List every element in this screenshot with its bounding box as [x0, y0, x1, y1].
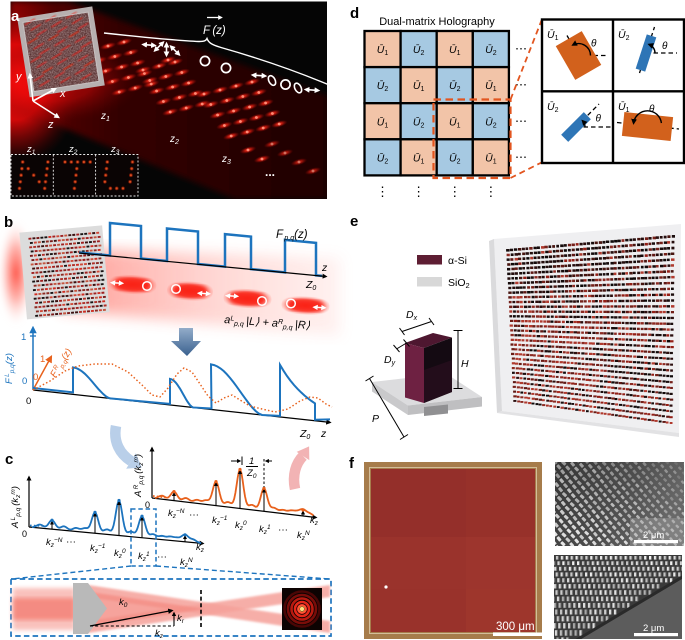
svg-text:Ū1: Ū1 — [377, 44, 389, 57]
svg-text:1: 1 — [21, 332, 26, 343]
svg-text:Ū2: Ū2 — [485, 116, 497, 129]
svg-text:⋯: ⋯ — [515, 78, 527, 92]
svg-text:Ū2: Ū2 — [547, 101, 559, 114]
svg-text:Ū2: Ū2 — [485, 44, 497, 57]
svg-text:Ū2: Ū2 — [449, 80, 461, 93]
svg-text:Ū1: Ū1 — [413, 152, 425, 165]
svg-text:Ū1: Ū1 — [413, 80, 425, 93]
svg-text:⋯: ⋯ — [515, 150, 527, 164]
svg-text:θ: θ — [591, 39, 597, 50]
svg-text:1: 1 — [40, 354, 45, 365]
svg-text:⋮: ⋮ — [412, 184, 425, 199]
svg-text:kz−1: kz−1 — [212, 515, 228, 527]
svg-text:kz0: kz0 — [114, 548, 126, 560]
svg-text:a: a — [11, 8, 20, 25]
svg-text:d: d — [350, 5, 359, 22]
svg-text:k0: k0 — [119, 597, 128, 609]
svg-text:⋯: ⋯ — [515, 114, 527, 128]
svg-text:2 μm: 2 μm — [643, 530, 664, 541]
svg-text:Ū1: Ū1 — [377, 116, 389, 129]
svg-text:Ū2: Ū2 — [449, 152, 461, 165]
svg-text:300 μm: 300 μm — [496, 621, 535, 633]
svg-text:z1: z1 — [100, 111, 110, 123]
svg-text:0: 0 — [145, 500, 150, 510]
svg-text:Ū1: Ū1 — [449, 116, 461, 129]
svg-text:Ū1: Ū1 — [449, 44, 461, 57]
svg-text:F (z): F (z) — [203, 25, 226, 37]
svg-text:kz: kz — [155, 628, 164, 640]
svg-text:kz0: kz0 — [235, 520, 247, 532]
svg-text:SiO2: SiO2 — [448, 277, 470, 290]
svg-text:0: 0 — [33, 372, 38, 383]
svg-text:θ: θ — [649, 104, 655, 115]
svg-text:z2: z2 — [68, 144, 78, 156]
svg-text:H: H — [461, 358, 469, 370]
svg-text:⋯: ⋯ — [189, 510, 199, 521]
svg-text:Ū1: Ū1 — [618, 101, 630, 114]
svg-text:kzN: kzN — [180, 557, 193, 569]
svg-text:kz: kz — [196, 542, 205, 554]
svg-text:A Rp,q (kzm): A Rp,q (kzm) — [133, 454, 145, 498]
svg-text:z: z — [47, 119, 54, 131]
svg-text:⋮: ⋮ — [376, 184, 389, 199]
svg-text:z1: z1 — [26, 144, 36, 156]
svg-text:Dy: Dy — [384, 354, 396, 367]
svg-text:⋮: ⋮ — [484, 184, 497, 199]
svg-text:Dx: Dx — [406, 309, 418, 322]
svg-text:z3: z3 — [110, 144, 120, 156]
svg-text:Ū2: Ū2 — [413, 44, 425, 57]
svg-text:...: ... — [265, 165, 275, 179]
svg-text:⋯: ⋯ — [157, 552, 167, 563]
svg-text:kz−1: kz−1 — [90, 543, 106, 555]
svg-text:kzN: kzN — [297, 530, 310, 542]
svg-text:θ: θ — [596, 114, 602, 125]
svg-text:Ū2: Ū2 — [413, 116, 425, 129]
svg-text:x: x — [59, 88, 66, 100]
svg-text:f: f — [349, 455, 355, 472]
svg-text:Z0: Z0 — [299, 428, 310, 441]
svg-text:z: z — [321, 262, 328, 274]
svg-text:1: 1 — [249, 456, 254, 467]
svg-text:A Lp,q (kzm): A Lp,q (kzm) — [10, 486, 22, 529]
svg-text:Z0: Z0 — [246, 468, 257, 480]
svg-text:e: e — [350, 213, 358, 230]
svg-text:kr: kr — [177, 613, 185, 625]
svg-text:Ū1: Ū1 — [547, 29, 559, 42]
svg-text:0: 0 — [22, 529, 27, 539]
svg-text:kz1: kz1 — [138, 551, 150, 563]
svg-text:2 μm: 2 μm — [643, 623, 664, 634]
svg-text:Ū1: Ū1 — [485, 152, 497, 165]
svg-text:⋮: ⋮ — [448, 184, 461, 199]
svg-text:z: z — [320, 428, 327, 440]
svg-text:⋯: ⋯ — [278, 525, 288, 536]
svg-text:Ū2: Ū2 — [377, 152, 389, 165]
svg-text:0: 0 — [26, 396, 31, 407]
svg-text:0: 0 — [22, 376, 27, 387]
svg-text:⋯: ⋯ — [515, 42, 527, 56]
svg-text:Ū2: Ū2 — [618, 29, 630, 42]
svg-text:z3: z3 — [221, 154, 231, 166]
svg-text:θ: θ — [662, 41, 668, 52]
svg-text:⋯: ⋯ — [66, 537, 76, 548]
svg-text:c: c — [5, 451, 13, 468]
svg-text:α-Si: α-Si — [448, 255, 467, 267]
svg-text:Dual-matrix Holography: Dual-matrix Holography — [379, 16, 495, 28]
svg-text:y: y — [15, 71, 23, 83]
svg-text:Ū1: Ū1 — [485, 80, 497, 93]
svg-text:F Lp,q(z): F Lp,q(z) — [4, 353, 16, 384]
svg-text:kz−N: kz−N — [46, 537, 63, 549]
svg-text:z2: z2 — [169, 134, 179, 146]
svg-text:kz−N: kz−N — [168, 508, 185, 520]
svg-text:kz1: kz1 — [259, 524, 271, 536]
svg-text:b: b — [4, 214, 13, 231]
svg-text:Z0: Z0 — [305, 279, 316, 292]
svg-text:P: P — [372, 413, 379, 425]
svg-text:kz: kz — [310, 515, 319, 527]
svg-text:Ū2: Ū2 — [377, 80, 389, 93]
